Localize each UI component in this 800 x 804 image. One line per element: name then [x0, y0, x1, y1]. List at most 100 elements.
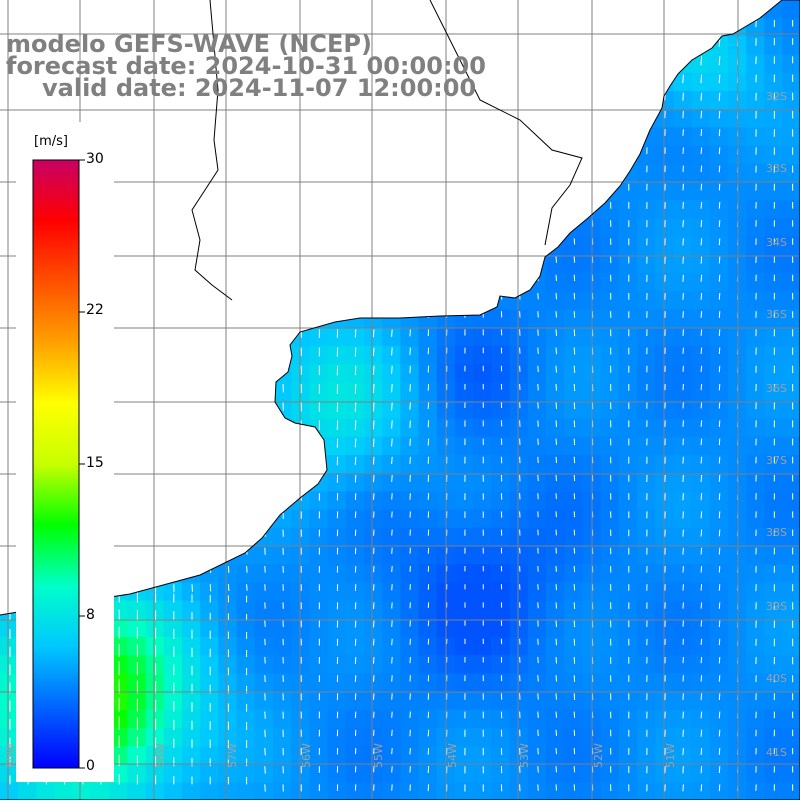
wind-speed-cell	[164, 619, 183, 638]
wind-vector-arrow	[538, 220, 539, 226]
wind-speed-cell	[273, 127, 292, 146]
wind-speed-cell	[328, 218, 347, 237]
wind-speed-cell	[491, 346, 510, 365]
wind-speed-cell	[637, 510, 656, 529]
wind-speed-cell	[400, 328, 419, 347]
wind-speed-cell	[764, 710, 783, 729]
wind-vector-arrow	[701, 712, 702, 719]
wind-speed-cell	[200, 673, 219, 692]
wind-speed-cell	[692, 491, 711, 510]
wind-speed-cell	[218, 127, 237, 146]
wind-speed-cell	[364, 637, 383, 656]
wind-vector-arrow	[683, 75, 684, 84]
wind-speed-cell	[546, 273, 565, 292]
wind-speed-cell	[510, 619, 529, 638]
wind-speed-cell	[783, 55, 800, 74]
wind-speed-cell	[728, 146, 747, 165]
wind-speed-cell	[455, 619, 474, 638]
wind-vector-arrow	[701, 93, 702, 101]
wind-speed-cell	[273, 528, 292, 547]
wind-speed-cell	[510, 237, 529, 256]
wind-vector-arrow	[210, 293, 211, 303]
wind-vector-arrow	[265, 457, 266, 465]
wind-speed-cell	[601, 364, 620, 383]
wind-speed-cell	[419, 200, 438, 219]
wind-speed-cell	[637, 582, 656, 601]
wind-speed-cell	[783, 182, 800, 201]
wind-speed-cell	[637, 218, 656, 237]
wind-speed-cell	[728, 328, 747, 347]
wind-speed-cell	[346, 692, 365, 711]
wind-speed-cell	[328, 728, 347, 747]
wind-speed-cell	[673, 437, 692, 456]
wind-vector-arrow	[392, 693, 393, 699]
wind-speed-cell	[692, 182, 711, 201]
wind-speed-cell	[255, 528, 274, 547]
wind-speed-cell	[309, 273, 328, 292]
wind-speed-cell	[692, 564, 711, 583]
wind-speed-cell	[728, 746, 747, 765]
wind-speed-cell	[673, 237, 692, 256]
wind-speed-cell	[528, 346, 547, 365]
wind-speed-cell	[291, 710, 310, 729]
colorbar-tick-30: 30	[86, 151, 104, 167]
wind-speed-cell	[473, 692, 492, 711]
wind-speed-cell	[328, 237, 347, 256]
wind-vector-arrow	[574, 348, 575, 355]
wind-speed-cell	[619, 0, 638, 19]
wind-speed-cell	[0, 710, 19, 729]
wind-speed-cell	[182, 783, 201, 800]
wind-speed-cell	[491, 783, 510, 800]
wind-speed-cell	[400, 437, 419, 456]
wind-vector-arrow	[228, 147, 229, 153]
wind-speed-cell	[309, 673, 328, 692]
wind-speed-cell	[473, 109, 492, 128]
wind-speed-cell	[655, 273, 674, 292]
wind-vector-arrow	[574, 93, 575, 100]
wind-vector-arrow	[556, 257, 557, 263]
wind-speed-cell	[728, 346, 747, 365]
wind-speed-cell	[127, 0, 146, 19]
wind-speed-cell	[728, 364, 747, 383]
wind-vector-arrow	[392, 366, 393, 374]
wind-speed-cell	[764, 473, 783, 492]
wind-speed-cell	[255, 273, 274, 292]
wind-vector-arrow	[392, 766, 393, 772]
wind-speed-cell	[655, 692, 674, 711]
wind-vector-arrow	[683, 530, 684, 537]
latitude-label: 32S	[766, 90, 787, 103]
wind-speed-cell	[619, 182, 638, 201]
wind-vector-arrow	[410, 493, 411, 500]
wind-speed-cell	[0, 564, 19, 583]
wind-speed-cell	[546, 382, 565, 401]
wind-vector-arrow	[538, 420, 539, 426]
wind-speed-cell	[455, 400, 474, 419]
wind-vector-arrow	[719, 93, 720, 101]
wind-speed-cell	[473, 146, 492, 165]
wind-speed-cell	[218, 291, 237, 310]
wind-speed-cell	[564, 455, 583, 474]
wind-vector-arrow	[247, 111, 248, 117]
wind-speed-cell	[218, 473, 237, 492]
wind-speed-cell	[764, 783, 783, 800]
wind-speed-cell	[382, 309, 401, 328]
wind-speed-cell	[164, 491, 183, 510]
wind-speed-cell	[328, 200, 347, 219]
wind-speed-cell	[546, 601, 565, 620]
wind-vector-arrow	[719, 493, 720, 500]
wind-speed-cell	[564, 419, 583, 438]
wind-speed-cell	[0, 109, 19, 128]
wind-speed-cell	[0, 437, 19, 456]
wind-speed-cell	[746, 728, 765, 747]
wind-speed-cell	[218, 400, 237, 419]
wind-speed-cell	[273, 473, 292, 492]
wind-speed-cell	[182, 582, 201, 601]
wind-speed-cell	[382, 455, 401, 474]
wind-vector-arrow	[374, 293, 375, 300]
wind-speed-cell	[400, 528, 419, 547]
wind-speed-cell	[473, 328, 492, 347]
wind-vector-arrow	[247, 457, 248, 465]
wind-speed-cell	[528, 673, 547, 692]
wind-speed-cell	[164, 382, 183, 401]
wind-speed-cell	[400, 710, 419, 729]
